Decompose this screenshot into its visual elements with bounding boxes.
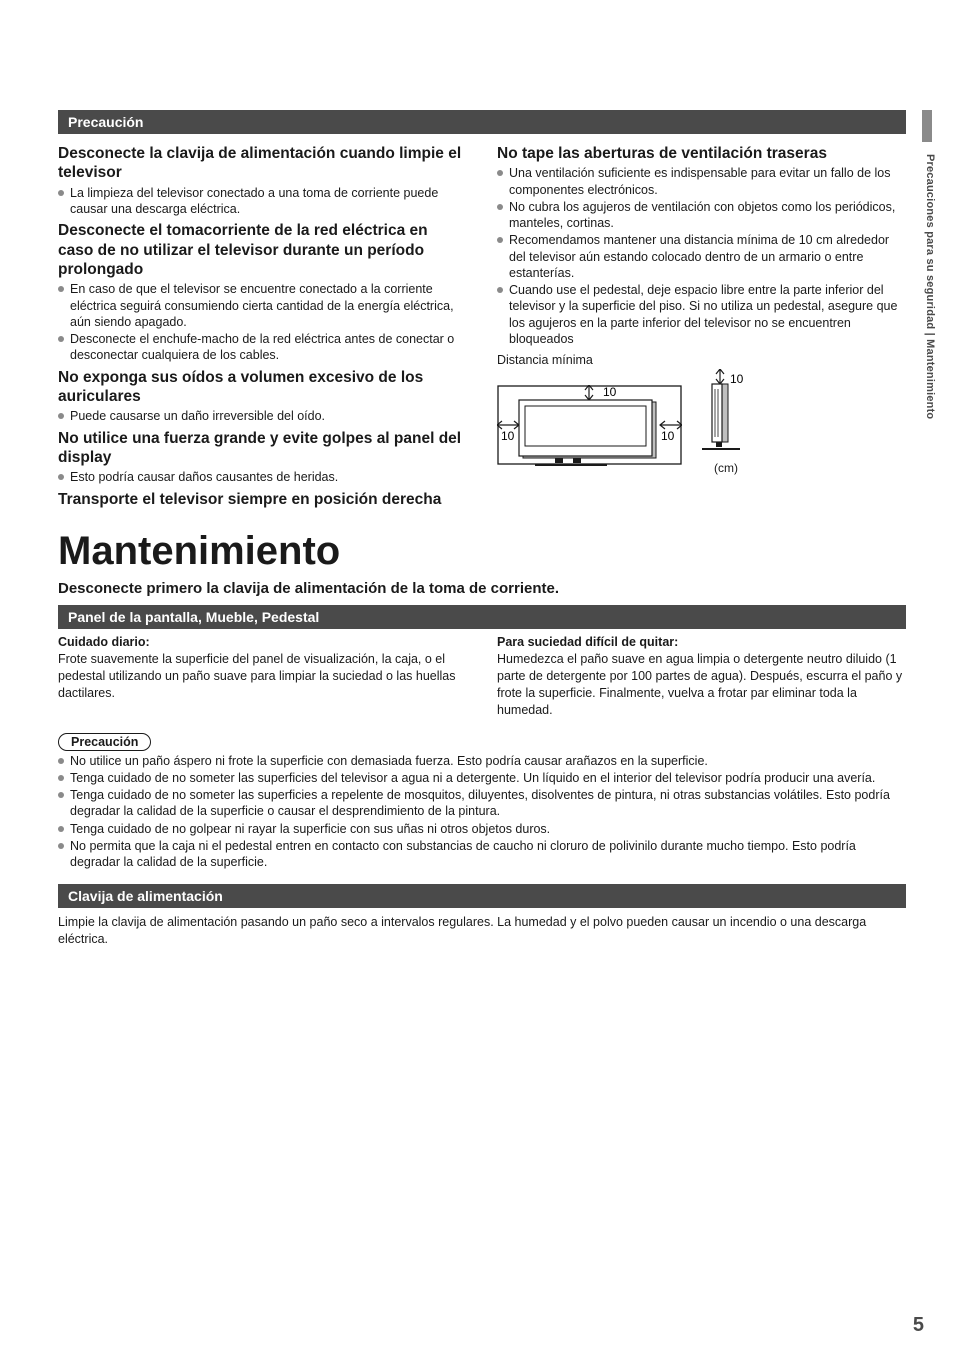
side-tab: Precauciones para su seguridad | Manteni… bbox=[920, 110, 932, 530]
list-item: Puede causarse un daño irreversible del … bbox=[58, 408, 467, 424]
side-tab-marker bbox=[922, 110, 932, 142]
side-tab-text: Precauciones para su seguridad | Manteni… bbox=[924, 154, 936, 419]
care-right: Para suciedad difícil de quitar: Humedez… bbox=[497, 635, 906, 725]
precaution-pill: Precaución bbox=[58, 733, 151, 751]
distance-label: Distancia mínima bbox=[497, 353, 906, 367]
list-item: Cuando use el pedestal, deje espacio lib… bbox=[497, 282, 906, 347]
left-heading-4: No utilice una fuerza grande y evite gol… bbox=[58, 429, 467, 468]
left-list-1: La limpieza del televisor conectado a un… bbox=[58, 185, 467, 218]
left-heading-2: Desconecte el tomacorriente de la red el… bbox=[58, 221, 467, 279]
precaution-list: No utilice un paño áspero ni frote la su… bbox=[58, 753, 906, 871]
left-list-2: En caso de que el televisor se encuentre… bbox=[58, 281, 467, 363]
tv-front-diagram: 10 10 10 bbox=[497, 385, 682, 475]
care-left: Cuidado diario: Frote suavemente la supe… bbox=[58, 635, 467, 725]
dist-right-value: 10 bbox=[661, 429, 675, 443]
maintenance-title: Mantenimiento bbox=[58, 529, 906, 574]
page-number: 5 bbox=[913, 1314, 924, 1337]
care-columns: Cuidado diario: Frote suavemente la supe… bbox=[58, 635, 906, 725]
list-item: Desconecte el enchufe-macho de la red el… bbox=[58, 331, 467, 364]
panel-bar: Panel de la pantalla, Mueble, Pedestal bbox=[58, 605, 906, 629]
dist-top-value: 10 bbox=[603, 385, 617, 399]
right-column: No tape las aberturas de ventilación tra… bbox=[497, 140, 906, 511]
list-item: Esto podría causar daños causantes de he… bbox=[58, 469, 467, 485]
plug-text: Limpie la clavija de alimentación pasand… bbox=[58, 914, 906, 948]
list-item: No permita que la caja ni el pedestal en… bbox=[58, 838, 906, 871]
left-list-3: Puede causarse un daño irreversible del … bbox=[58, 408, 467, 424]
right-heading-1: No tape las aberturas de ventilación tra… bbox=[497, 144, 906, 163]
dist-unit: (cm) bbox=[696, 461, 756, 475]
dist-left-value: 10 bbox=[501, 429, 515, 443]
left-column: Desconecte la clavija de alimentación cu… bbox=[58, 140, 467, 511]
tv-side-wrap: 10 (cm) bbox=[696, 369, 756, 475]
daily-care-head: Cuidado diario: bbox=[58, 635, 467, 649]
list-item: No cubra los agujeros de ventilación con… bbox=[497, 199, 906, 232]
list-item: Tenga cuidado de no someter las superfic… bbox=[58, 787, 906, 820]
list-item: Tenga cuidado de no someter las superfic… bbox=[58, 770, 906, 786]
daily-care-text: Frote suavemente la superficie del panel… bbox=[58, 651, 467, 702]
distance-diagram: Distancia mínima bbox=[497, 353, 906, 475]
right-list-1: Una ventilación suficiente es indispensa… bbox=[497, 165, 906, 347]
list-item: Recomendamos mantener una distancia míni… bbox=[497, 232, 906, 281]
list-item: En caso de que el televisor se encuentre… bbox=[58, 281, 467, 330]
two-column-layout: Desconecte la clavija de alimentación cu… bbox=[58, 140, 906, 511]
tv-side-diagram: 10 bbox=[696, 369, 756, 459]
plug-bar: Clavija de alimentación bbox=[58, 884, 906, 908]
list-item: Una ventilación suficiente es indispensa… bbox=[497, 165, 906, 198]
left-heading-5: Transporte el televisor siempre en posic… bbox=[58, 490, 467, 509]
list-item: La limpieza del televisor conectado a un… bbox=[58, 185, 467, 218]
dirt-care-head: Para suciedad difícil de quitar: bbox=[497, 635, 906, 649]
list-item: No utilice un paño áspero ni frote la su… bbox=[58, 753, 906, 769]
precaution-bar: Precaución bbox=[58, 110, 906, 134]
dirt-care-text: Humedezca el paño suave en agua limpia o… bbox=[497, 651, 906, 719]
list-item: Tenga cuidado de no golpear ni rayar la … bbox=[58, 821, 906, 837]
maintenance-lead: Desconecte primero la clavija de aliment… bbox=[58, 580, 906, 597]
left-list-4: Esto podría causar daños causantes de he… bbox=[58, 469, 467, 485]
dist-side-value: 10 bbox=[730, 372, 744, 386]
left-heading-1: Desconecte la clavija de alimentación cu… bbox=[58, 144, 467, 183]
left-heading-3: No exponga sus oídos a volumen excesivo … bbox=[58, 368, 467, 407]
